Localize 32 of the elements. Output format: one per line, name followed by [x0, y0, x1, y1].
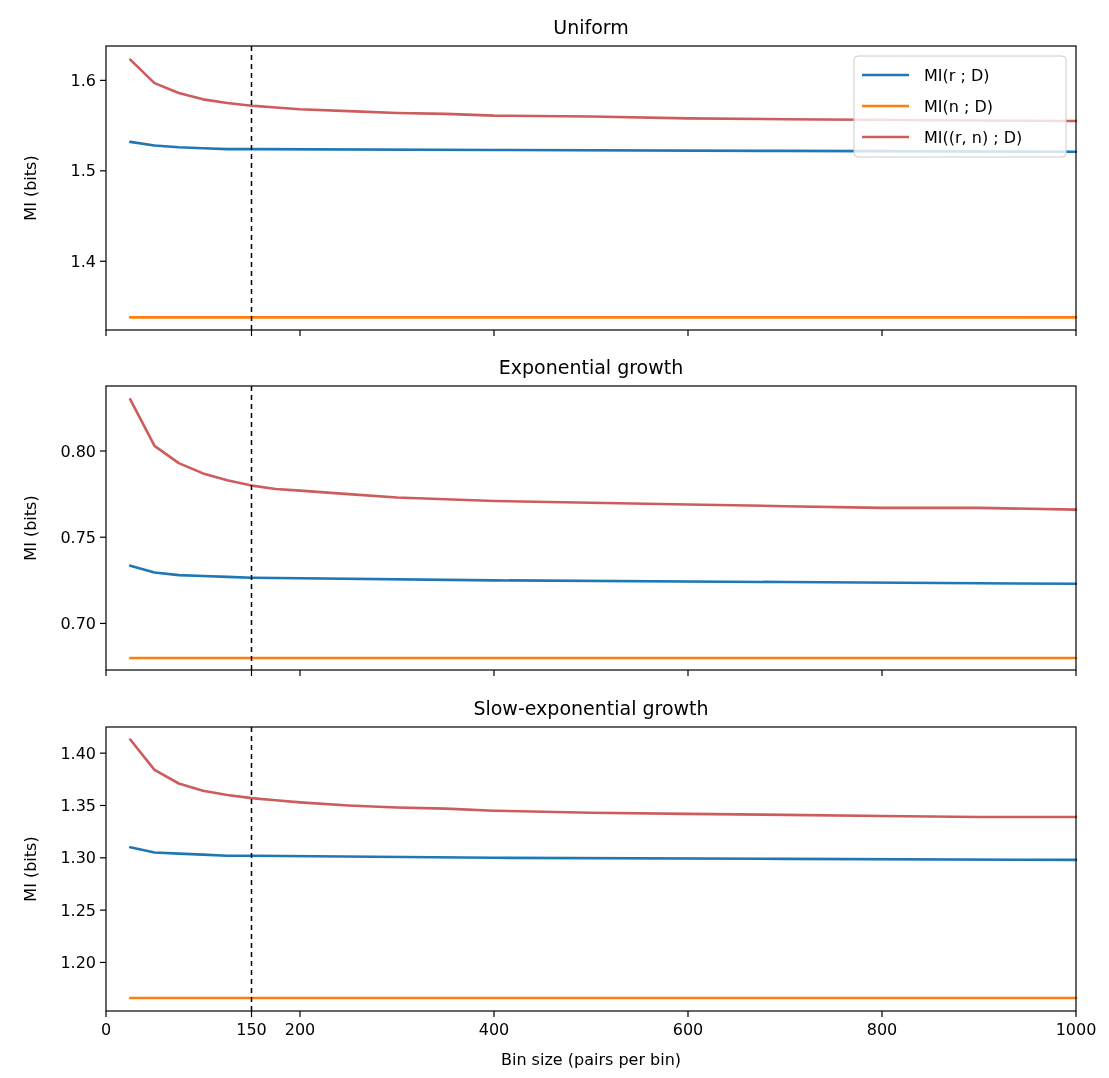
- chart-title: Uniform: [553, 16, 629, 38]
- line-series: [128, 397, 1078, 511]
- y-tick-label: 1.6: [70, 70, 96, 90]
- y-tick-label: 1.35: [60, 796, 96, 816]
- x-axis-title: Bin size (pairs per bin): [500, 1050, 682, 1069]
- x-tick-label: 200: [284, 1020, 316, 1039]
- y-axis-title: MI (bits): [21, 495, 40, 561]
- x-tick-label: 400: [478, 1020, 510, 1039]
- legend-label: MI((r, n) ; D): [924, 127, 1023, 147]
- y-tick-label: 1.40: [60, 743, 96, 763]
- x-tick-label: 150: [236, 1020, 267, 1039]
- y-axis-title: MI (bits): [21, 155, 40, 221]
- x-tick-label: 0: [100, 1020, 112, 1039]
- legend-label: MI(r ; D): [924, 65, 990, 85]
- y-tick-label: 0.75: [60, 527, 96, 547]
- y-tick-label: 1.20: [60, 953, 96, 973]
- line-series: [128, 846, 1078, 862]
- y-tick-label: 1.30: [60, 848, 96, 868]
- chart-title: Exponential growth: [498, 356, 684, 378]
- chart-title: Slow-exponential growth: [473, 697, 709, 719]
- y-tick-label: 1.25: [60, 900, 96, 920]
- y-axis-title: MI (bits): [21, 836, 40, 902]
- line-series: [128, 564, 1078, 586]
- legend-label: MI(n ; D): [924, 96, 994, 116]
- x-tick-label: 1000: [1055, 1020, 1097, 1039]
- y-tick-label: 1.4: [70, 251, 96, 271]
- y-tick-label: 0.80: [60, 441, 96, 461]
- x-tick-label: 600: [672, 1020, 704, 1039]
- line-series: [128, 738, 1078, 819]
- y-tick-label: 1.5: [70, 161, 96, 181]
- y-tick-label: 0.70: [60, 614, 96, 634]
- x-tick-label: 800: [866, 1020, 898, 1039]
